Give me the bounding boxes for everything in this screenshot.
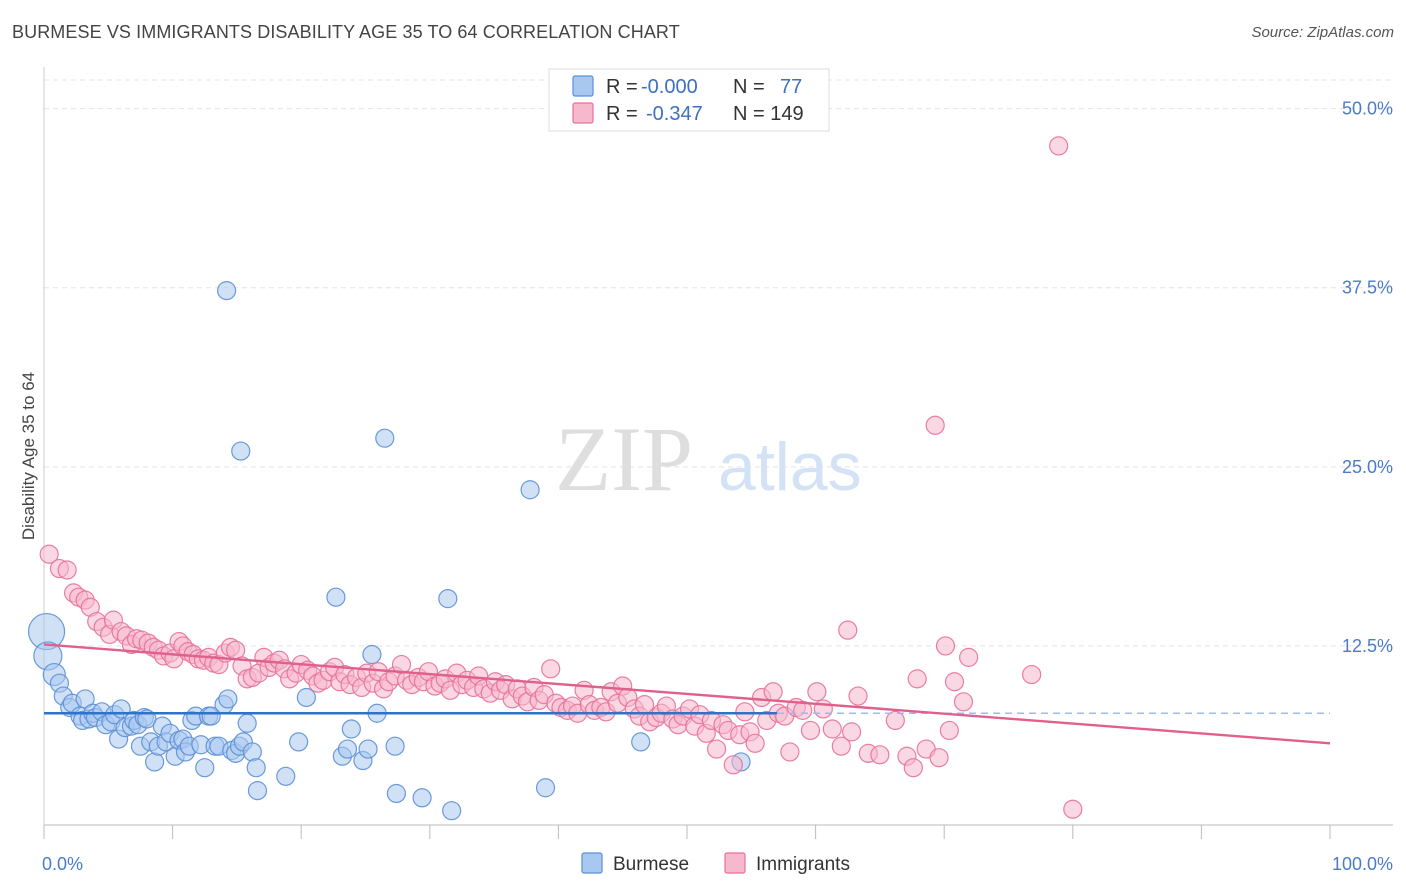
immigrants-point-138 — [813, 699, 833, 719]
burmese-point-76 — [631, 732, 651, 752]
immigrants-point-135 — [793, 700, 813, 720]
series-legend-swatch-burmese — [581, 852, 603, 874]
immigrants-point-120 — [706, 739, 727, 759]
immigrants-point-143 — [848, 686, 868, 706]
immigrants-point-156 — [953, 692, 974, 712]
burmese-point-73 — [442, 801, 462, 821]
immigrants-point-0 — [39, 544, 59, 564]
immigrants-point-151 — [925, 415, 945, 435]
immigrants-point-145 — [870, 745, 890, 765]
legend-swatch-burmese — [572, 75, 594, 97]
immigrants-point-136 — [800, 720, 821, 741]
immigrants-point-154 — [939, 720, 959, 741]
y-tick-label-3: 50.0% — [1342, 99, 1393, 119]
x-tick-label-max: 100.0% — [1332, 854, 1393, 874]
burmese-point-53 — [246, 758, 266, 778]
burmese-point-62 — [337, 739, 358, 759]
immigrants-point-137 — [807, 682, 827, 702]
watermark: ZIP atlas — [555, 408, 862, 510]
burmese-point-74 — [520, 480, 540, 500]
burmese-point-59 — [296, 687, 316, 708]
burmese-point-40 — [195, 758, 215, 778]
immigrants-point-139 — [822, 719, 842, 739]
legend-n-value-1: 77 — [780, 76, 802, 98]
burmese-point-51 — [237, 713, 257, 733]
burmese-point-27 — [144, 752, 165, 772]
immigrants-point-133 — [780, 742, 800, 762]
immigrants-point-155 — [944, 672, 965, 692]
x-tick-labels: 0.0% 100.0% — [42, 854, 1393, 874]
y-tick-label-2: 37.5% — [1342, 278, 1393, 298]
immigrants-point-153 — [935, 636, 956, 656]
immigrants-point-157 — [959, 647, 979, 667]
burmese-point-69 — [385, 736, 405, 756]
immigrants-point-125 — [735, 702, 755, 722]
immigrants-point-152 — [929, 748, 949, 768]
immigrants-point-146 — [885, 710, 905, 731]
x-tick-label-min: 0.0% — [42, 854, 83, 874]
watermark-zip: ZIP — [555, 408, 693, 510]
legend-r-value-2: -0.347 — [646, 103, 703, 125]
series-legend-label-burmese: Burmese — [613, 854, 689, 875]
series-legend: Burmese Immigrants — [581, 852, 850, 875]
burmese-point-46 — [218, 689, 238, 709]
series-burmese-points — [27, 281, 751, 821]
immigrants-point-127 — [745, 733, 765, 753]
burmese-point-66 — [362, 644, 382, 665]
burmese-point-55 — [217, 281, 237, 301]
legend-r-label-2: R = — [606, 103, 638, 125]
burmese-point-75 — [535, 778, 556, 798]
burmese-point-56 — [231, 441, 251, 461]
y-tick-label-0: 12.5% — [1342, 636, 1393, 656]
immigrants-point-149 — [907, 669, 927, 689]
axes — [43, 67, 1393, 839]
series-legend-label-immigrants: Immigrants — [756, 854, 850, 875]
immigrants-point-141 — [838, 620, 858, 640]
immigrants-point-158 — [1022, 664, 1042, 685]
immigrants-point-90 — [541, 659, 561, 679]
grid-lines — [44, 79, 1393, 647]
stats-legend: R = -0.000 N = 77 R = -0.347 N = 149 — [548, 68, 830, 132]
burmese-point-52 — [242, 742, 262, 762]
immigrants-point-130 — [763, 682, 783, 702]
legend-r-label-1: R = — [606, 76, 638, 98]
y-ticks: 12.5% 25.0% 37.5% 50.0% — [1342, 99, 1393, 656]
burmese-point-70 — [386, 783, 406, 804]
immigrants-point-160 — [1063, 799, 1083, 819]
legend-swatch-immigrants — [572, 102, 594, 124]
burmese-point-60 — [326, 587, 346, 607]
burmese-point-63 — [341, 719, 361, 739]
legend-r-value-1: -0.000 — [641, 76, 698, 98]
immigrants-point-123 — [723, 755, 743, 775]
legend-n-label-1: N = — [733, 76, 765, 98]
immigrants-trend-line — [43, 643, 1331, 745]
source-label: Source: ZipAtlas.com — [1251, 24, 1394, 41]
chart-title: BURMESE VS IMMIGRANTS DISABILITY AGE 35 … — [12, 22, 680, 42]
burmese-point-72 — [438, 589, 458, 609]
burmese-point-65 — [358, 739, 378, 759]
burmese-point-57 — [276, 766, 296, 786]
burmese-point-58 — [289, 732, 309, 752]
y-axis-label: Disability Age 35 to 64 — [19, 372, 38, 540]
watermark-atlas: atlas — [718, 429, 862, 505]
series-immigrants-points — [39, 136, 1083, 819]
trend-lines — [43, 643, 1331, 745]
burmese-point-68 — [375, 428, 395, 448]
immigrants-point-142 — [842, 722, 862, 742]
immigrants-point-2 — [57, 560, 77, 580]
immigrants-point-159 — [1049, 136, 1069, 156]
legend-n-label-2: N = 149 — [733, 103, 804, 125]
burmese-point-42 — [201, 706, 221, 726]
series-legend-swatch-immigrants — [724, 852, 746, 874]
burmese-point-54 — [247, 781, 268, 801]
stats-legend-box — [548, 68, 830, 132]
y-tick-label-1: 25.0% — [1342, 457, 1393, 477]
burmese-point-71 — [412, 788, 432, 808]
immigrants-point-140 — [831, 736, 851, 756]
immigrants-point-148 — [903, 758, 923, 778]
